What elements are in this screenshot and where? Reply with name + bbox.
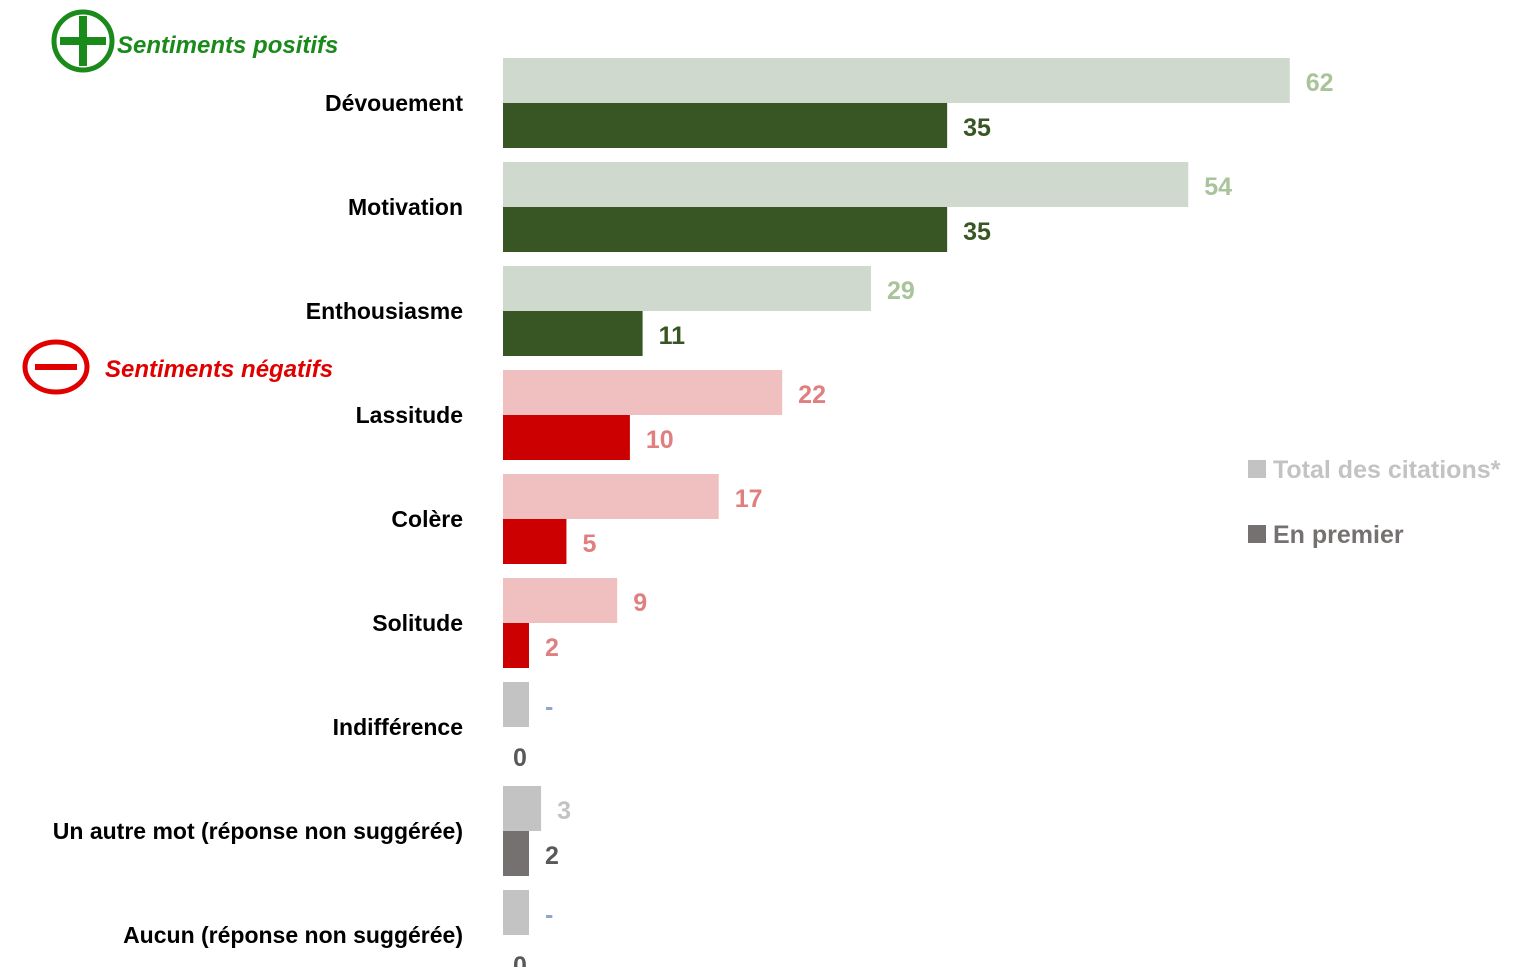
data-label-first: 2 [545,842,559,870]
bar-first [503,311,643,356]
data-label-first: 35 [963,218,991,246]
data-label-first: 5 [582,530,596,558]
bar-total [503,266,872,311]
bar-total [503,682,529,727]
section-positive: Sentiments positifs [51,9,338,73]
legend: Total des citations* En premier [1248,456,1501,549]
legend-swatch-first [1248,525,1266,543]
legend-item-total: Total des citations* [1248,456,1501,484]
category-labels: Dévouement Motivation Enthousiasme Lassitud… [53,90,464,948]
data-label-first: 2 [545,634,559,662]
bar-total [503,786,542,831]
bar-first [503,103,948,148]
data-label-first: 0 [513,952,527,967]
bar-first [503,207,948,252]
bar-first [503,519,567,564]
data-label-total: 29 [887,277,915,305]
category-label: Aucun (réponse non suggérée) [123,922,463,948]
bar-first [503,623,529,668]
minus-circle-icon [22,339,90,395]
category-label: Un autre mot (réponse non suggérée) [53,818,463,844]
section-negative-label: Sentiments négatifs [105,356,333,383]
data-label-total: 9 [633,589,647,617]
legend-label-first: En premier [1273,521,1404,549]
section-positive-label: Sentiments positifs [117,32,338,59]
data-label-first: 10 [646,426,674,454]
data-label-first: 11 [659,322,686,350]
category-label: Motivation [348,194,463,220]
data-label-total: 62 [1306,69,1334,97]
section-negative: Sentiments négatifs [22,339,333,395]
data-label-total: - [545,901,553,929]
data-label-total: 17 [735,485,763,513]
bar-total [503,474,719,519]
bar-total [503,578,618,623]
category-label: Colère [391,506,463,532]
category-label: Dévouement [325,90,463,116]
bars [503,58,1290,935]
data-label-total: 22 [798,381,826,409]
bar-first [503,415,630,460]
bar-total [503,162,1189,207]
category-label: Indifférence [333,714,463,740]
category-label: Lassitude [356,402,463,428]
legend-item-first: En premier [1248,521,1404,549]
plus-circle-icon [51,9,115,73]
legend-swatch-total [1248,460,1266,478]
data-label-first: 35 [963,114,991,142]
bar-total [503,370,783,415]
data-label-total: - [545,693,553,721]
data-label-first: 0 [513,744,527,772]
category-label: Solitude [372,610,463,636]
legend-label-total: Total des citations* [1273,456,1501,484]
bar-total [503,58,1290,103]
bar-first [503,831,529,876]
data-label-total: 3 [557,797,571,825]
data-label-total: 54 [1204,173,1232,201]
category-label: Enthousiasme [306,298,463,324]
bar-total [503,890,529,935]
